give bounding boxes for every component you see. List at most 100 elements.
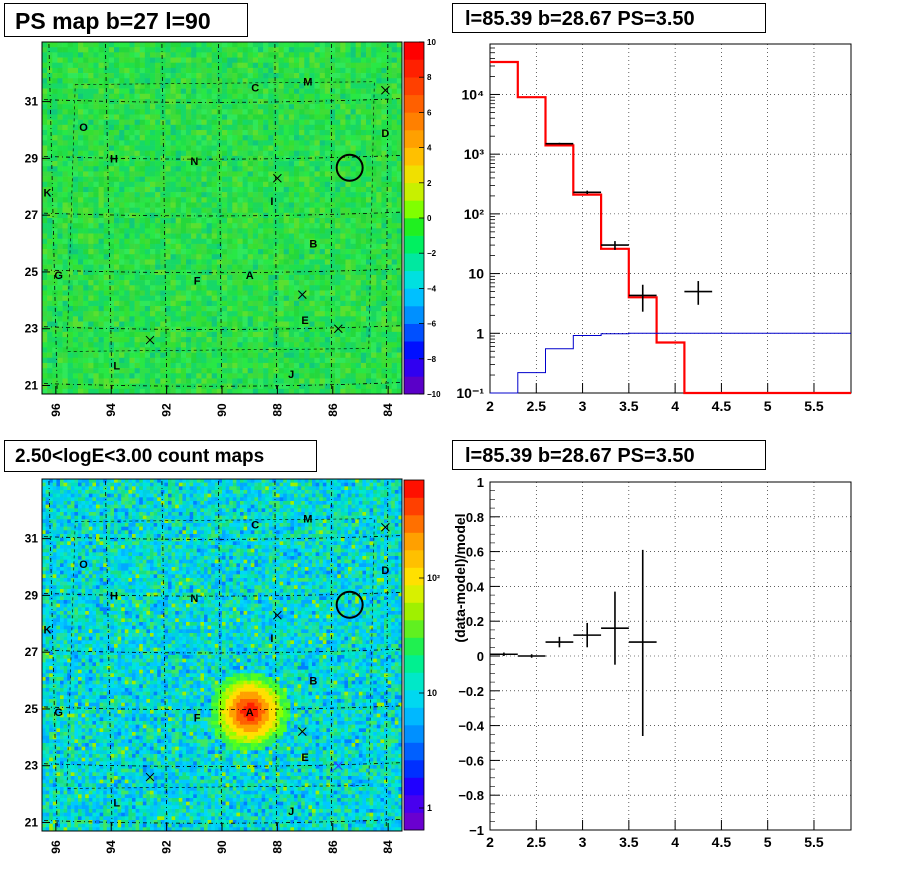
ps-map-cell <box>67 362 74 369</box>
count-map-cell <box>279 482 284 487</box>
ps-map-cell <box>360 98 367 105</box>
ps-map-cell <box>222 254 228 260</box>
ps-map-cell <box>93 155 99 162</box>
ps-map-cell <box>83 57 89 64</box>
ps-map-cell <box>319 290 326 296</box>
ps-map-cell <box>129 218 135 224</box>
ps-map-cell <box>170 223 177 229</box>
ps-map-cell <box>227 88 233 95</box>
ps-map-cell <box>371 202 377 208</box>
ps-map-cell <box>88 57 94 64</box>
ps-map-cell <box>304 202 310 208</box>
ps-map-cell <box>150 311 156 317</box>
ps-map-cell <box>150 280 156 286</box>
ps-map-cell <box>381 155 387 162</box>
ps-map-cell <box>355 192 362 198</box>
count-map-cell <box>398 479 403 483</box>
ps-map-cell <box>78 243 84 250</box>
ps-map-cell <box>206 264 213 271</box>
ps-map-cell <box>288 42 295 48</box>
ps-map-cell <box>376 290 382 296</box>
ps-map-cell <box>263 93 269 100</box>
ps-map-cell <box>67 150 74 157</box>
ps-map-cell <box>150 135 156 141</box>
ps-map-cell <box>227 57 233 64</box>
ps-map-cell <box>283 264 290 271</box>
ps-map-cell <box>371 166 377 172</box>
ps-map-cell <box>93 280 99 286</box>
ps-map-cell <box>67 321 74 328</box>
ps-map-cell <box>78 306 84 312</box>
ps-map-cell <box>288 285 295 291</box>
ps-map-cell <box>247 259 254 265</box>
ps-map-cell <box>78 52 84 58</box>
ps-map-cell <box>191 378 197 384</box>
ps-map-cell <box>139 88 146 95</box>
ps-map-cell <box>396 368 403 374</box>
ps-map-cell <box>314 373 321 379</box>
ps-map-cell <box>108 295 115 302</box>
ps-map-cell <box>258 130 264 136</box>
ps-map-cell <box>227 269 233 276</box>
ps-map-cell <box>42 145 48 152</box>
ps-map-cell <box>83 135 89 141</box>
ps-map-cell <box>42 62 48 69</box>
ps-map-cell <box>216 378 223 384</box>
ps-map-cell <box>360 140 367 146</box>
ps-map-cell <box>360 306 367 312</box>
ps-map-cell <box>196 98 202 105</box>
ps-map-cell <box>227 207 233 214</box>
ps-map-cell <box>78 57 84 64</box>
ps-map-cell <box>93 197 99 203</box>
ps-map-cell <box>211 52 218 58</box>
ps-map-cell <box>165 186 171 193</box>
ps-map-cell <box>196 186 202 193</box>
ps-map-cell <box>134 52 141 58</box>
ps-map-cell <box>324 47 331 53</box>
ps-map-cell <box>309 161 315 167</box>
ps-map-cell <box>288 192 295 198</box>
ps-map-cell <box>278 93 285 100</box>
ps-map-cell <box>278 388 285 395</box>
ps-map-cell <box>350 140 357 146</box>
ps-map-cell <box>78 181 84 188</box>
ps-map-cell <box>196 368 202 374</box>
ps-map-cell <box>294 93 300 100</box>
ps-map-cell <box>139 326 146 333</box>
ps-map-cell <box>237 181 243 188</box>
count-map-cell <box>110 479 115 483</box>
ps-map-cell <box>139 233 146 240</box>
ps-map-cell <box>170 52 177 58</box>
ps-map-cell <box>124 155 130 162</box>
ps-map-cell <box>396 109 403 115</box>
ps-map-cell <box>227 321 233 328</box>
ps-map-cell <box>391 88 398 95</box>
ps-map-cell <box>360 218 367 224</box>
ps-map-cell <box>119 67 125 74</box>
ps-map-cell <box>83 388 89 395</box>
ps-map-cell <box>67 119 74 126</box>
ps-map-cell <box>155 342 161 348</box>
ps-map-cell <box>52 140 58 146</box>
ps-map-cell <box>134 47 141 53</box>
ps-map-cell <box>103 368 110 374</box>
ps-map-cell <box>62 269 69 276</box>
ps-map-cell <box>186 93 192 100</box>
ps-map-cell <box>386 62 393 69</box>
ps-map-cell <box>330 47 336 53</box>
ps-map-cell <box>98 186 105 193</box>
ps-map-cell <box>242 311 249 317</box>
ps-map-cell <box>62 290 69 296</box>
count-map-cell <box>142 482 147 487</box>
ps-map-cell <box>263 197 269 203</box>
ps-map-cell <box>211 145 218 152</box>
ps-map-cell <box>134 238 141 245</box>
ps-map-cell <box>237 93 243 100</box>
ps-map-cell <box>222 269 228 276</box>
ps-map-cell <box>47 321 53 328</box>
ps-map-cell <box>165 98 171 105</box>
ps-map-cell <box>67 109 74 115</box>
ps-map-cell <box>78 352 84 359</box>
ps-map-cell <box>42 306 48 312</box>
ps-map-cell <box>350 238 357 245</box>
